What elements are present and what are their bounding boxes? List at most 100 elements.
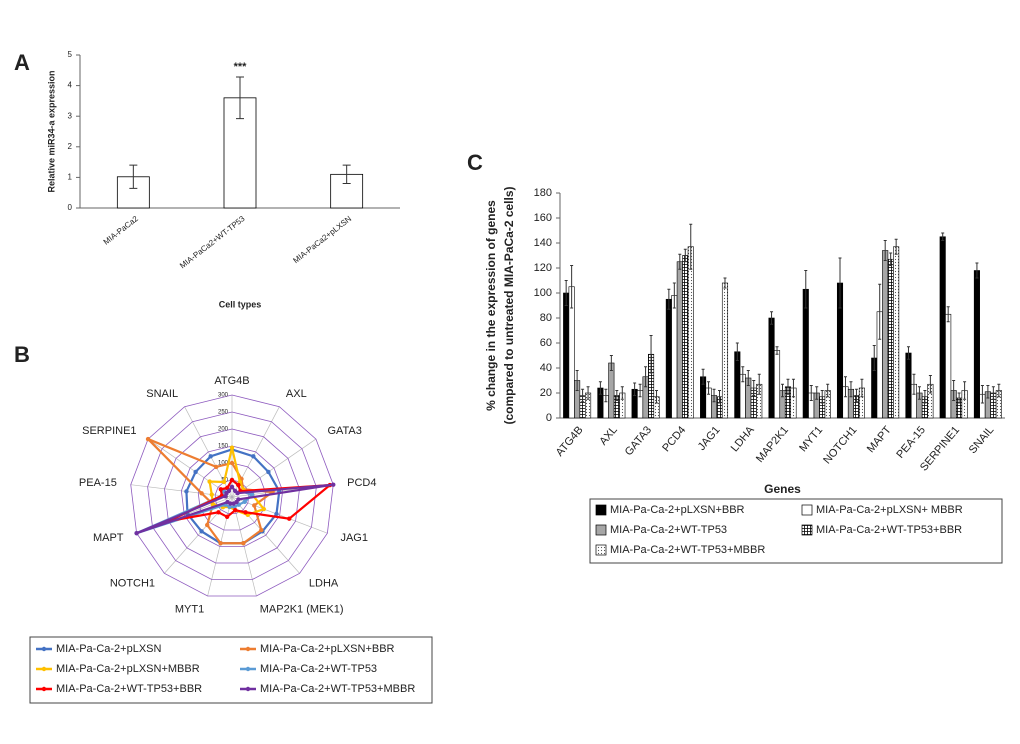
bar <box>768 317 775 419</box>
category-label: NOTCH1 <box>110 578 155 590</box>
error-bar <box>872 345 876 371</box>
error-bar <box>928 375 932 394</box>
y-tick-label: 5 <box>68 50 73 59</box>
point <box>229 445 235 450</box>
error-bar <box>781 383 784 398</box>
point <box>259 527 264 533</box>
point <box>221 479 227 485</box>
error-bar <box>735 342 739 361</box>
legend-label: MIA-Pa-Ca-2+WT-TP53 <box>610 524 727 536</box>
y-tick-label: 120 <box>534 262 552 274</box>
point <box>232 504 237 510</box>
legend-box <box>29 636 433 704</box>
legend-label: MIA-Pa-Ca-2+pLXSN+ MBBR <box>816 504 963 516</box>
legend-swatch <box>595 544 607 556</box>
error-bar <box>741 366 745 383</box>
error-bar <box>917 386 921 400</box>
point <box>210 502 216 507</box>
point <box>266 469 271 475</box>
y-axis-label: % change in the expression of genes <box>484 200 498 411</box>
error-bar <box>644 366 648 388</box>
error-bar <box>815 386 819 400</box>
bar <box>893 246 900 419</box>
point <box>261 506 266 512</box>
error-bar <box>883 240 887 261</box>
point <box>235 490 240 496</box>
r-tick-label: 250 <box>218 410 229 416</box>
point <box>184 489 189 494</box>
point <box>227 504 232 510</box>
panel-label: A <box>14 50 30 75</box>
error-bar <box>843 376 847 398</box>
category-label: MAPT <box>93 532 124 544</box>
error-bar <box>826 383 830 398</box>
category-label: PCD4 <box>347 477 376 489</box>
error-bar <box>809 385 813 401</box>
bar <box>939 236 946 419</box>
bar <box>905 352 912 419</box>
bar <box>773 350 781 419</box>
error-bar <box>620 386 624 400</box>
point <box>134 530 139 536</box>
legend-marker <box>41 666 47 672</box>
r-tick-label: 200 <box>218 427 229 433</box>
legend-label: MIA-Pa-Ca-2+pLXSN+BBR <box>260 643 395 655</box>
error-bar <box>786 378 790 395</box>
error-bar <box>770 311 774 325</box>
legend-swatch <box>801 504 813 516</box>
error-bar <box>997 383 1001 398</box>
error-bar <box>667 288 671 310</box>
error-bar <box>649 335 653 374</box>
y-tick-label: 0 <box>68 203 73 212</box>
bar <box>973 270 980 419</box>
error-bar <box>775 346 779 355</box>
category-label: AXL <box>286 388 307 400</box>
ring <box>164 428 300 564</box>
error-bar <box>655 390 659 404</box>
legend-swatch <box>595 504 607 516</box>
y-tick-label: 140 <box>534 237 552 249</box>
legend-label: MIA-Pa-Ca-2+WT-TP53 <box>260 663 377 675</box>
error-bar <box>633 382 637 396</box>
legend-marker <box>41 646 47 652</box>
error-bar <box>615 390 619 401</box>
category-label: ATG4B <box>214 375 249 387</box>
error-bar <box>878 283 882 340</box>
point <box>251 454 256 459</box>
ring <box>130 394 334 597</box>
category-label: GATA3 <box>327 425 361 437</box>
error-bar <box>912 373 916 395</box>
legend-box <box>589 498 1003 564</box>
error-bar <box>570 265 574 309</box>
error-bar <box>712 388 716 403</box>
error-bar <box>707 381 711 395</box>
point <box>204 522 210 528</box>
panel-label: C <box>467 150 483 175</box>
category-label: MAP2K1 (MEK1) <box>260 604 344 616</box>
error-bar <box>906 346 910 360</box>
error-bar <box>604 388 608 403</box>
error-bar <box>598 381 602 395</box>
error-bar <box>746 370 750 386</box>
error-bar <box>991 386 995 400</box>
legend-label: MIA-Pa-Ca-2+WT-TP53+MBBR <box>260 683 415 695</box>
legend-label: MIA-Pa-Ca-2+pLXSN+BBR <box>610 504 745 516</box>
legend-label: MIA-Pa-Ca-2+WT-TP53+BBR <box>816 524 962 536</box>
significance: *** <box>234 61 248 73</box>
point <box>225 499 230 505</box>
error-bar <box>701 368 705 385</box>
x-axis-label: Cell types <box>219 299 262 309</box>
bar <box>665 298 672 419</box>
category-label: MYT1 <box>175 604 204 616</box>
error-bar <box>804 270 808 309</box>
category-label: SNAIL <box>146 388 178 400</box>
error-bar <box>575 370 579 391</box>
bar <box>734 351 741 419</box>
error-bar <box>752 380 756 396</box>
bar <box>116 176 150 209</box>
point <box>274 511 279 517</box>
point <box>229 484 235 489</box>
error-bar <box>236 76 244 120</box>
y-tick-label: 2 <box>68 142 73 151</box>
